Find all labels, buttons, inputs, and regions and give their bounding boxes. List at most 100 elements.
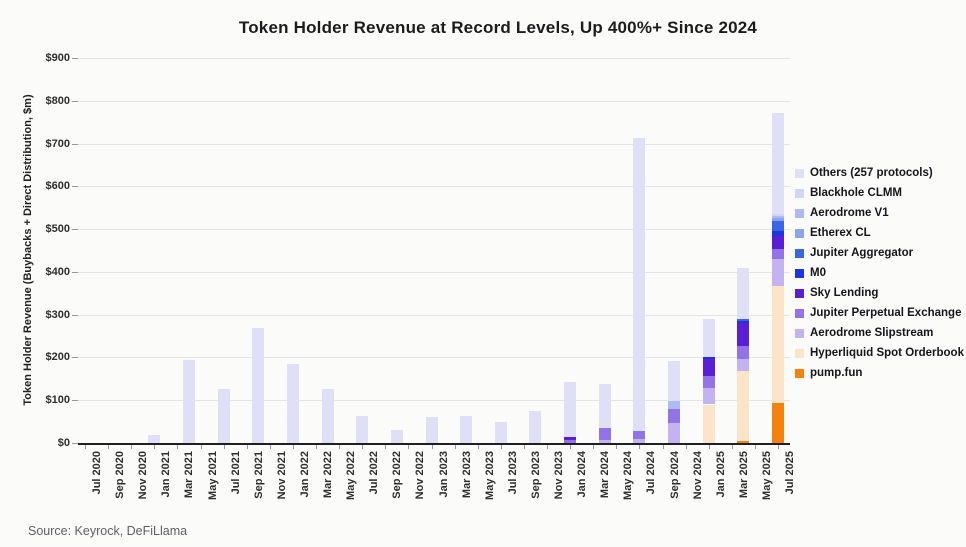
- bar-segment: [633, 137, 646, 432]
- gridline: [78, 314, 790, 316]
- bar-segment: [702, 404, 715, 443]
- y-tick-mark: [72, 186, 78, 188]
- x-axis-line: [78, 443, 790, 445]
- bar-segment: [390, 430, 403, 443]
- x-tick-mark: [639, 445, 641, 449]
- x-tick-mark: [223, 445, 225, 449]
- x-tick-mark: [662, 445, 664, 449]
- bar-segment: [356, 415, 369, 443]
- legend-item: Jupiter Aggregator: [795, 243, 964, 263]
- x-tick-label-text: Nov 2021: [275, 451, 288, 500]
- y-tick-mark: [72, 100, 78, 102]
- gridline: [78, 271, 790, 273]
- bar-segment: [321, 389, 334, 443]
- legend-item: Blackhole CLMM: [795, 183, 964, 203]
- y-tick-label: $100: [45, 394, 70, 407]
- legend-swatch: [795, 368, 804, 378]
- bar-segment: [772, 112, 784, 215]
- x-tick-label-text: Jan 2022: [298, 451, 311, 498]
- bar-segment: [772, 259, 784, 286]
- y-tick-label: $700: [45, 137, 70, 150]
- x-tick-label-text: Mar 2022: [322, 451, 334, 499]
- x-tick-mark: [316, 445, 317, 449]
- x-tick-label-text: Jul 2021: [229, 451, 242, 495]
- x-tick-mark: [570, 445, 572, 449]
- gridline: [78, 100, 790, 102]
- y-tick-label: $300: [45, 308, 70, 321]
- legend-swatch: [795, 208, 804, 218]
- x-tick-mark: [269, 445, 271, 449]
- gridline: [78, 58, 790, 59]
- x-tick-label-text: Jul 2023: [506, 451, 519, 495]
- y-tick-label: $800: [45, 94, 70, 107]
- legend-label: Jupiter Aggregator: [810, 247, 914, 259]
- legend-label: Sky Lending: [810, 287, 879, 299]
- x-tick-mark: [131, 445, 133, 449]
- bar-segment: [494, 422, 507, 443]
- y-tick-mark: [72, 400, 78, 402]
- legend-label: Others (257 protocols): [810, 167, 933, 179]
- bar-segment: [148, 435, 161, 443]
- legend-swatch: [795, 308, 804, 318]
- legend-label: M0: [810, 267, 826, 279]
- legend-swatch: [795, 168, 804, 178]
- legend-label: pump.fun: [810, 367, 863, 379]
- legend-swatch: [795, 288, 804, 298]
- bar-segment: [668, 409, 681, 423]
- x-tick-label-text: Nov 2024: [691, 451, 704, 500]
- legend-item: pump.fun: [795, 363, 964, 383]
- x-tick-mark: [431, 445, 433, 449]
- x-tick-label-text: Sep 2023: [529, 451, 542, 499]
- bar-segment: [564, 437, 577, 441]
- legend-label: Etherex CL: [810, 227, 871, 239]
- bar-segment: [286, 363, 299, 443]
- bar-segment: [702, 375, 715, 388]
- bar-segment: [772, 286, 784, 403]
- legend-item: M0: [795, 263, 964, 283]
- x-tick-label-text: Jul 2025: [784, 451, 796, 495]
- bar-segment: [633, 438, 646, 443]
- legend-label: Aerodrome V1: [810, 207, 889, 219]
- y-tick-mark: [72, 271, 78, 273]
- x-tick-label-text: Jan 2024: [576, 451, 589, 498]
- y-tick-label: $500: [45, 223, 70, 236]
- x-tick-mark: [246, 445, 248, 449]
- y-tick-mark: [72, 314, 78, 316]
- x-tick-mark: [292, 445, 294, 449]
- x-tick-label-text: Sep 2024: [668, 451, 681, 499]
- legend-label: Aerodrome Slipstream: [810, 327, 934, 339]
- legend-item: Aerodrome Slipstream: [795, 323, 964, 343]
- bar-segment: [598, 439, 611, 443]
- legend-swatch: [795, 348, 804, 358]
- x-tick-label-text: May 2023: [483, 451, 496, 500]
- bar-segment: [702, 387, 715, 405]
- legend-label: Hyperliquid Spot Orderbook: [810, 347, 964, 359]
- bar-segment: [564, 440, 577, 443]
- bar-segment: [598, 383, 611, 428]
- gridline: [78, 143, 790, 145]
- y-tick-mark: [72, 143, 78, 145]
- bar-segment: [217, 389, 230, 443]
- bar-segment: [252, 328, 265, 443]
- x-tick-label-text: Nov 2023: [553, 451, 565, 500]
- x-tick-mark: [408, 445, 410, 449]
- bar-segment: [737, 359, 750, 372]
- x-tick-mark: [547, 445, 548, 449]
- x-tick-label-text: Jul 2022: [368, 451, 381, 495]
- x-tick-label-text: May 2021: [206, 451, 219, 500]
- x-tick-label-text: Nov 2020: [137, 451, 150, 500]
- bar-segment: [737, 320, 750, 323]
- x-tick-mark: [754, 445, 756, 449]
- x-tick-mark: [523, 445, 525, 449]
- x-tick-mark: [200, 445, 202, 449]
- bar-segment: [702, 359, 715, 376]
- x-tick-mark: [108, 445, 110, 449]
- y-tick-mark: [72, 58, 78, 59]
- x-tick-label-text: Mar 2024: [599, 451, 612, 499]
- x-tick-label-text: Sep 2020: [114, 451, 127, 499]
- legend-item: Jupiter Perpetual Exchange: [795, 303, 964, 323]
- bar-segment: [529, 411, 542, 443]
- x-tick-mark: [339, 445, 341, 449]
- x-tick-label-text: Jan 2023: [437, 451, 450, 498]
